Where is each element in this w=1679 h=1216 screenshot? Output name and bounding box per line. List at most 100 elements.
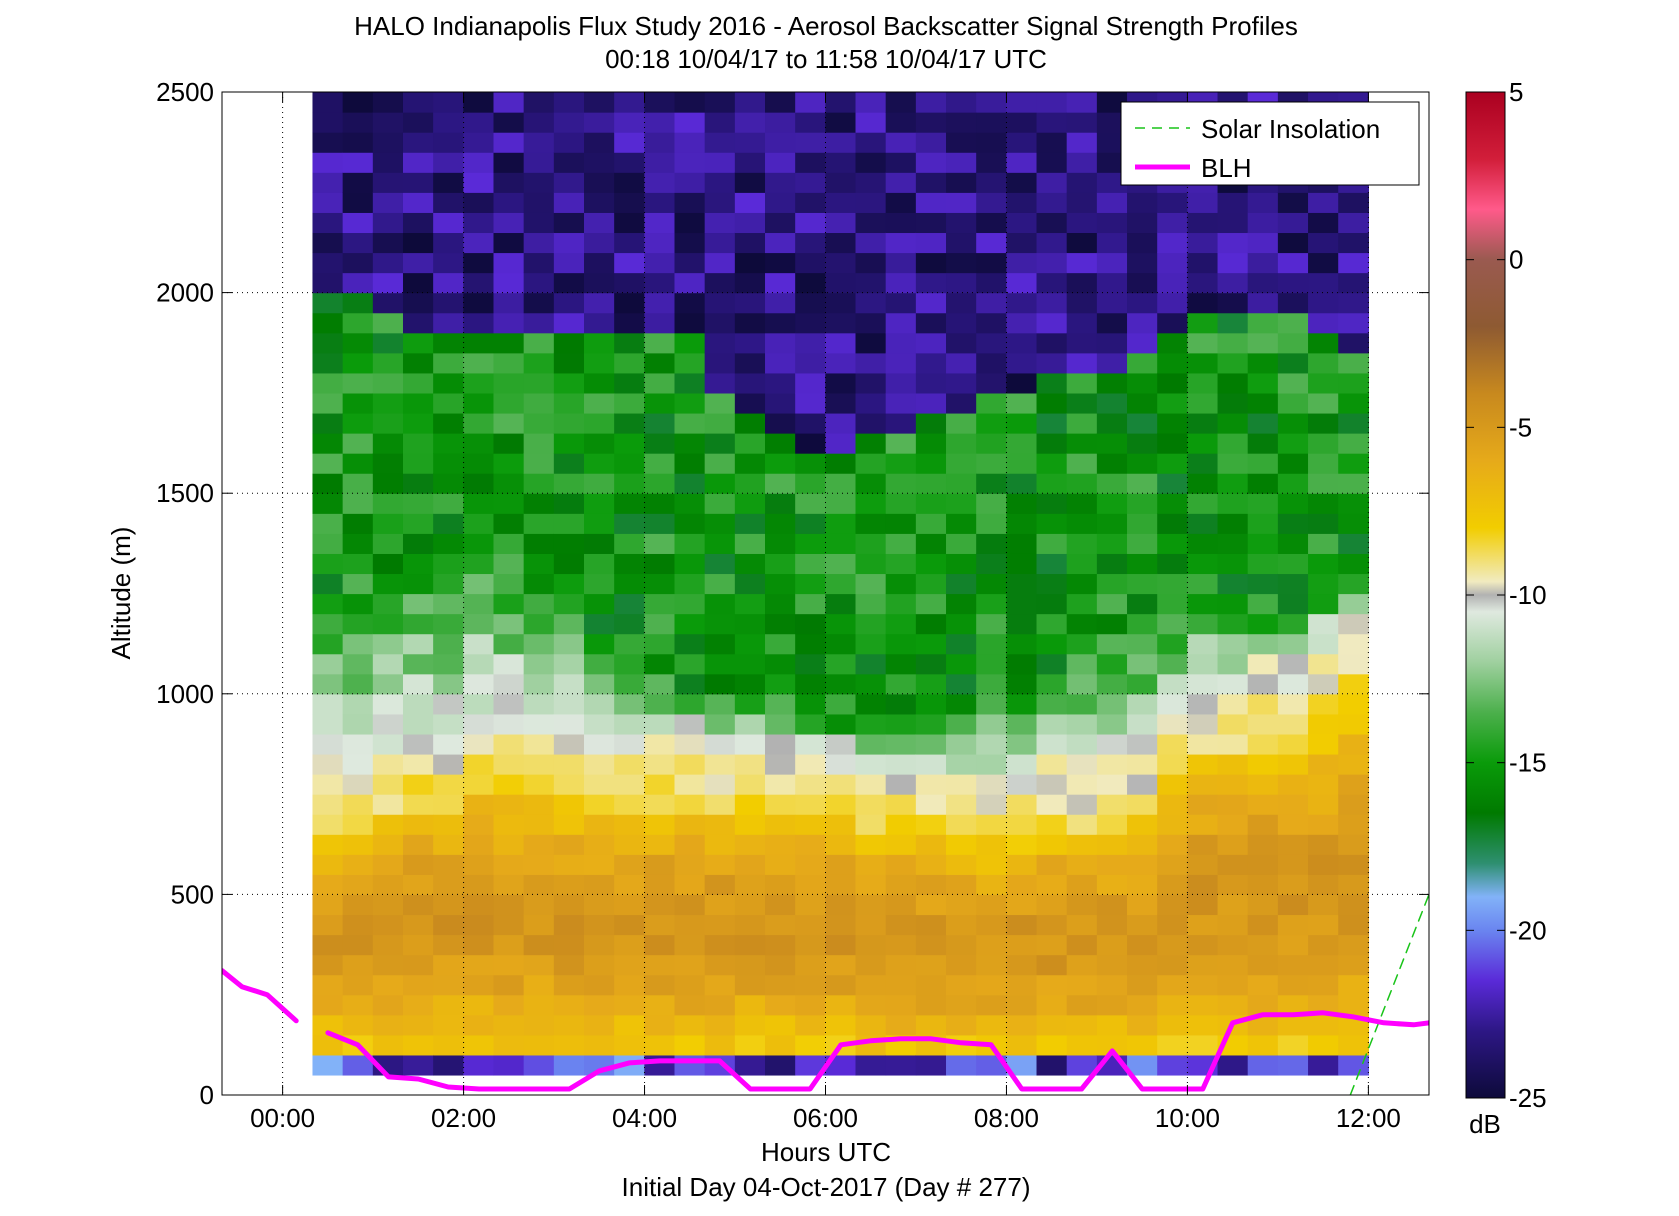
heatmap-cell xyxy=(553,1054,585,1076)
heatmap-cell xyxy=(463,733,495,755)
heatmap-cell xyxy=(734,693,766,715)
heatmap-cell xyxy=(1187,854,1219,875)
heatmap-cell xyxy=(885,673,917,695)
heatmap-cell xyxy=(584,974,615,996)
heatmap-cell xyxy=(584,352,615,374)
heatmap-cell xyxy=(915,392,947,414)
heatmap-cell xyxy=(1247,192,1279,213)
heatmap-cell xyxy=(584,533,615,554)
x-tick-label: 00:00 xyxy=(250,1103,315,1133)
heatmap-cell xyxy=(372,834,404,855)
heatmap-cell xyxy=(614,593,645,615)
heatmap-cell xyxy=(493,693,525,715)
heatmap-cell xyxy=(614,613,645,635)
heatmap-cell xyxy=(463,112,495,133)
heatmap-cell xyxy=(946,312,977,334)
heatmap-cell xyxy=(855,1054,887,1076)
heatmap-cell xyxy=(1036,493,1068,514)
heatmap-cell xyxy=(704,132,736,153)
heatmap-cell xyxy=(553,834,585,855)
legend-solar-label: Solar Insolation xyxy=(1201,114,1380,144)
heatmap-cell xyxy=(1308,232,1339,254)
heatmap-cell xyxy=(1127,673,1158,695)
heatmap-cell xyxy=(1096,252,1128,274)
heatmap-cell xyxy=(463,412,495,434)
heatmap-cell xyxy=(885,854,917,875)
heatmap-cell xyxy=(1247,433,1279,454)
heatmap-cell xyxy=(342,212,374,234)
heatmap-cell xyxy=(734,854,766,875)
heatmap-cell xyxy=(402,874,434,895)
heatmap-cell xyxy=(946,653,977,675)
heatmap-cell xyxy=(1066,1054,1098,1076)
heatmap-cell xyxy=(1217,372,1249,394)
heatmap-cell xyxy=(1157,292,1188,314)
heatmap-cell xyxy=(765,874,796,895)
heatmap-cell xyxy=(523,1054,555,1076)
heatmap-cell xyxy=(1217,192,1249,213)
heatmap-cell xyxy=(1096,533,1128,554)
heatmap-cell xyxy=(493,914,525,936)
heatmap-cell xyxy=(1308,392,1339,414)
heatmap-cell xyxy=(1308,653,1339,675)
heatmap-cell xyxy=(795,473,826,494)
heatmap-cell xyxy=(825,112,857,133)
heatmap-cell xyxy=(1127,854,1158,875)
heatmap-cell xyxy=(553,252,585,274)
heatmap-cell xyxy=(734,92,766,113)
heatmap-cell xyxy=(584,874,615,895)
heatmap-cell xyxy=(765,814,796,835)
heatmap-cell xyxy=(915,854,947,875)
heatmap-cell xyxy=(1096,92,1128,113)
heatmap-cell xyxy=(644,493,676,514)
heatmap-cell xyxy=(1338,693,1369,715)
heatmap-cell xyxy=(463,593,495,615)
x-axis-label-secondary: Initial Day 04-Oct-2017 (Day # 277) xyxy=(622,1172,1031,1202)
heatmap-cell xyxy=(342,573,374,595)
heatmap-cell xyxy=(915,1054,947,1076)
heatmap-cell xyxy=(976,593,1007,615)
heatmap-cell xyxy=(1217,894,1249,916)
heatmap-cell xyxy=(946,272,977,294)
heatmap-cell xyxy=(976,473,1007,494)
heatmap-cell xyxy=(372,132,404,153)
heatmap-cell xyxy=(523,774,555,795)
heatmap-cell xyxy=(1217,653,1249,675)
heatmap-cell xyxy=(312,753,344,775)
heatmap-cell xyxy=(704,473,736,494)
heatmap-cell xyxy=(553,1014,585,1036)
heatmap-cell xyxy=(342,172,374,193)
heatmap-cell xyxy=(1217,994,1249,1016)
heatmap-cell xyxy=(855,1014,887,1036)
heatmap-cell xyxy=(1036,212,1068,234)
heatmap-cell xyxy=(463,312,495,334)
heatmap-cell xyxy=(795,934,826,956)
heatmap-cell xyxy=(1277,834,1309,855)
heatmap-cell xyxy=(372,352,404,374)
heatmap-cell xyxy=(946,673,977,695)
heatmap-cell xyxy=(734,473,766,494)
heatmap-cell xyxy=(644,433,676,454)
heatmap-cell xyxy=(1187,292,1219,314)
heatmap-cell xyxy=(1338,192,1369,213)
heatmap-cell xyxy=(644,1014,676,1036)
heatmap-cell xyxy=(885,232,917,254)
heatmap-cell xyxy=(1096,232,1128,254)
heatmap-cell xyxy=(1217,753,1249,775)
heatmap-cell xyxy=(1247,292,1279,314)
heatmap-cell xyxy=(1096,292,1128,314)
heatmap-cell xyxy=(1096,152,1128,173)
heatmap-cell xyxy=(312,312,344,334)
heatmap-cell xyxy=(1036,633,1068,655)
heatmap-cell xyxy=(372,332,404,354)
heatmap-cell xyxy=(1338,212,1369,234)
heatmap-cell xyxy=(402,453,434,474)
heatmap-cell xyxy=(584,513,615,534)
heatmap-cell xyxy=(644,834,676,855)
heatmap-cell xyxy=(1338,372,1369,394)
heatmap-cell xyxy=(1187,212,1219,234)
heatmap-cell xyxy=(1096,332,1128,354)
heatmap-cell xyxy=(1217,693,1249,715)
heatmap-cell xyxy=(523,172,555,193)
